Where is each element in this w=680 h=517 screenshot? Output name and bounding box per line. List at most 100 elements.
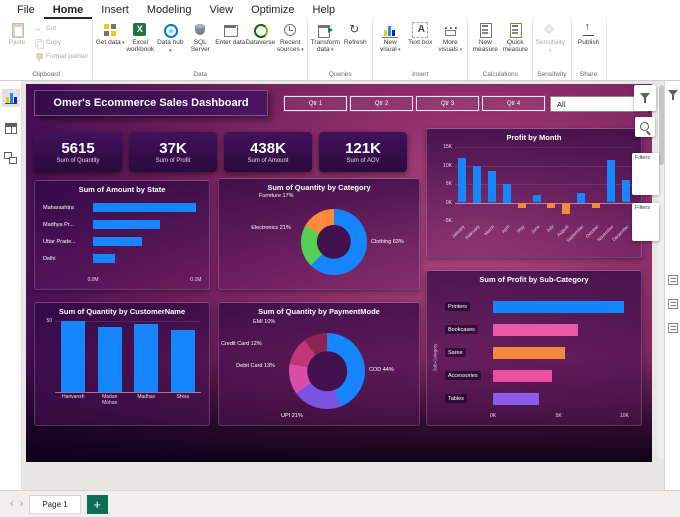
collapsed-panes-rail [664, 81, 680, 490]
search-button[interactable] [635, 117, 655, 137]
add-page-button[interactable]: + [86, 494, 108, 514]
recent-sources-button[interactable]: Recent sources ▾ [275, 20, 305, 54]
bar[interactable] [493, 369, 553, 382]
kpi-card-sum-of-quantity[interactable]: 5615 Sum of Quantity [34, 132, 122, 172]
menu-item-view[interactable]: View [209, 4, 234, 16]
report-view-button[interactable] [1, 89, 20, 107]
filters-card-2[interactable]: Filters [632, 203, 659, 241]
quarter-button-1[interactable]: Qtr 1 [284, 96, 347, 111]
chart-profit-by-subcategory[interactable]: Sum of Profit by Sub-Category Sub-Categor… [426, 270, 642, 426]
kpi-value: 37K [159, 140, 187, 157]
category-label: June [529, 224, 541, 235]
menu-item-home[interactable]: Home [43, 2, 93, 19]
bar[interactable] [562, 202, 571, 214]
quarter-button-3[interactable]: Qtr 3 [416, 96, 479, 111]
menu-item-insert[interactable]: Insert [101, 4, 129, 16]
more-visuals-button[interactable]: More visuals ▾ [435, 20, 465, 54]
sensitivity-button[interactable]: Sensitivity ▾ [535, 20, 565, 55]
page-tab[interactable]: Page 1 [29, 494, 81, 514]
cut-button[interactable]: Cut [34, 23, 88, 34]
bar[interactable] [488, 171, 497, 203]
bar[interactable] [532, 195, 541, 203]
axis-tick: 10K [619, 413, 629, 419]
bar[interactable] [473, 165, 482, 203]
next-page-icon[interactable]: › [19, 497, 24, 510]
text-box-button[interactable]: Text box [405, 20, 435, 46]
funnel-icon [639, 92, 651, 104]
bar[interactable] [621, 180, 630, 203]
collapsed-filters-icon[interactable] [667, 89, 679, 101]
filters-card-1[interactable]: Filters [632, 153, 659, 195]
bar[interactable] [61, 321, 86, 392]
enter-data-button[interactable]: Enter data [215, 20, 245, 46]
collapsed-visualizations-icon[interactable] [667, 275, 678, 285]
kpi-card-sum-of-amount[interactable]: 438K Sum of Amount [224, 132, 312, 172]
kpi-card-sum-of-aov[interactable]: 121K Sum of AOV [319, 132, 407, 172]
chevron-down-icon: ▾ [396, 47, 401, 54]
new-visual-button[interactable]: New visual ▾ [375, 20, 405, 54]
bar[interactable] [502, 184, 511, 203]
quarter-button-2[interactable]: Qtr 2 [350, 96, 413, 111]
category-label: May [515, 224, 526, 234]
format-painter-button[interactable]: Format painter [34, 51, 88, 62]
chart-quantity-by-category[interactable]: Sum of Quantity by Category Clothing 63% E… [218, 178, 420, 290]
menu-item-file[interactable]: File [17, 4, 35, 16]
chart-quantity-by-paymentmode[interactable]: Sum of Quantity by PaymentMode COD 44% UPI… [218, 302, 420, 426]
bar[interactable] [591, 202, 600, 209]
bar[interactable] [547, 202, 556, 209]
menu-item-modeling[interactable]: Modeling [146, 4, 192, 16]
vertical-scrollbar[interactable] [658, 83, 665, 459]
donut-label: Furniture 17% [259, 193, 294, 199]
bar[interactable] [493, 392, 539, 405]
bar[interactable] [517, 202, 526, 209]
filters-pane-toggle[interactable] [634, 85, 656, 111]
chart-row: Saree [445, 341, 631, 364]
model-view-button[interactable] [2, 149, 20, 167]
bar[interactable] [134, 323, 159, 392]
bar[interactable] [93, 254, 115, 263]
transform-data-button[interactable]: Transform data ▾ [310, 20, 340, 54]
bar[interactable] [493, 300, 625, 313]
bar[interactable] [97, 326, 122, 392]
bar[interactable] [93, 237, 143, 246]
refresh-button[interactable]: Refresh [340, 20, 370, 46]
sql-server-icon [192, 22, 208, 38]
collapsed-fields-icon[interactable] [667, 323, 678, 333]
data-view-button[interactable] [2, 119, 20, 137]
bar[interactable] [493, 346, 566, 359]
bar[interactable] [606, 159, 615, 203]
excel-workbook-button[interactable]: Excel workbook [125, 20, 155, 54]
quick-measure-button[interactable]: Quick measure [500, 20, 530, 54]
bar[interactable] [577, 193, 586, 203]
bar[interactable] [493, 323, 579, 336]
paste-button[interactable]: Paste [2, 20, 32, 46]
publish-icon [581, 21, 597, 38]
bar[interactable] [93, 220, 160, 229]
ribbon-group-label: Queries [328, 71, 352, 78]
new-measure-icon [477, 22, 493, 38]
data-hub-button[interactable]: Data hub ▾ [155, 20, 185, 55]
menu-item-help[interactable]: Help [312, 4, 336, 16]
chart-profit-by-month[interactable]: Profit by Month 15K 10K 5K 0K -5K January Febru… [426, 128, 642, 258]
sql-server-button[interactable]: SQL Server [185, 20, 215, 54]
new-measure-button[interactable]: New measure [470, 20, 500, 54]
donut[interactable] [289, 333, 365, 409]
bar[interactable] [458, 158, 467, 203]
dataverse-button[interactable]: Dataverse [245, 20, 275, 46]
bar[interactable] [93, 203, 196, 212]
bar[interactable] [170, 329, 195, 392]
copy-button[interactable]: Copy [34, 37, 88, 50]
quarter-button-4[interactable]: Qtr 4 [482, 96, 545, 111]
kpi-card-sum-of-profit[interactable]: 37K Sum of Profit [129, 132, 217, 172]
category-label: Madhya Pr... [43, 221, 74, 228]
axis-tick: 5K [555, 413, 562, 419]
scrollbar-thumb[interactable] [659, 85, 664, 165]
chart-amount-by-state[interactable]: Sum of Amount by State Maharashtra Madhya … [34, 180, 210, 290]
chart-quantity-by-customername[interactable]: Sum of Quantity by CustomerName 50 Harivan… [34, 302, 210, 426]
collapsed-data-pane-icon[interactable] [667, 299, 678, 309]
get-data-button[interactable]: Get data ▾ [95, 20, 125, 47]
donut[interactable] [301, 209, 367, 275]
publish-button[interactable]: Publish [574, 20, 604, 46]
prev-page-icon[interactable]: ‹ [10, 497, 14, 510]
menu-item-optimize[interactable]: Optimize [251, 4, 295, 16]
